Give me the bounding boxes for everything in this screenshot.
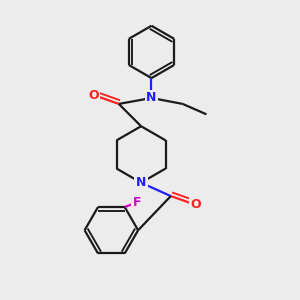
Text: N: N — [146, 92, 157, 104]
Text: F: F — [132, 196, 141, 209]
Text: N: N — [136, 176, 146, 189]
Text: O: O — [191, 199, 201, 212]
Text: O: O — [88, 88, 99, 101]
